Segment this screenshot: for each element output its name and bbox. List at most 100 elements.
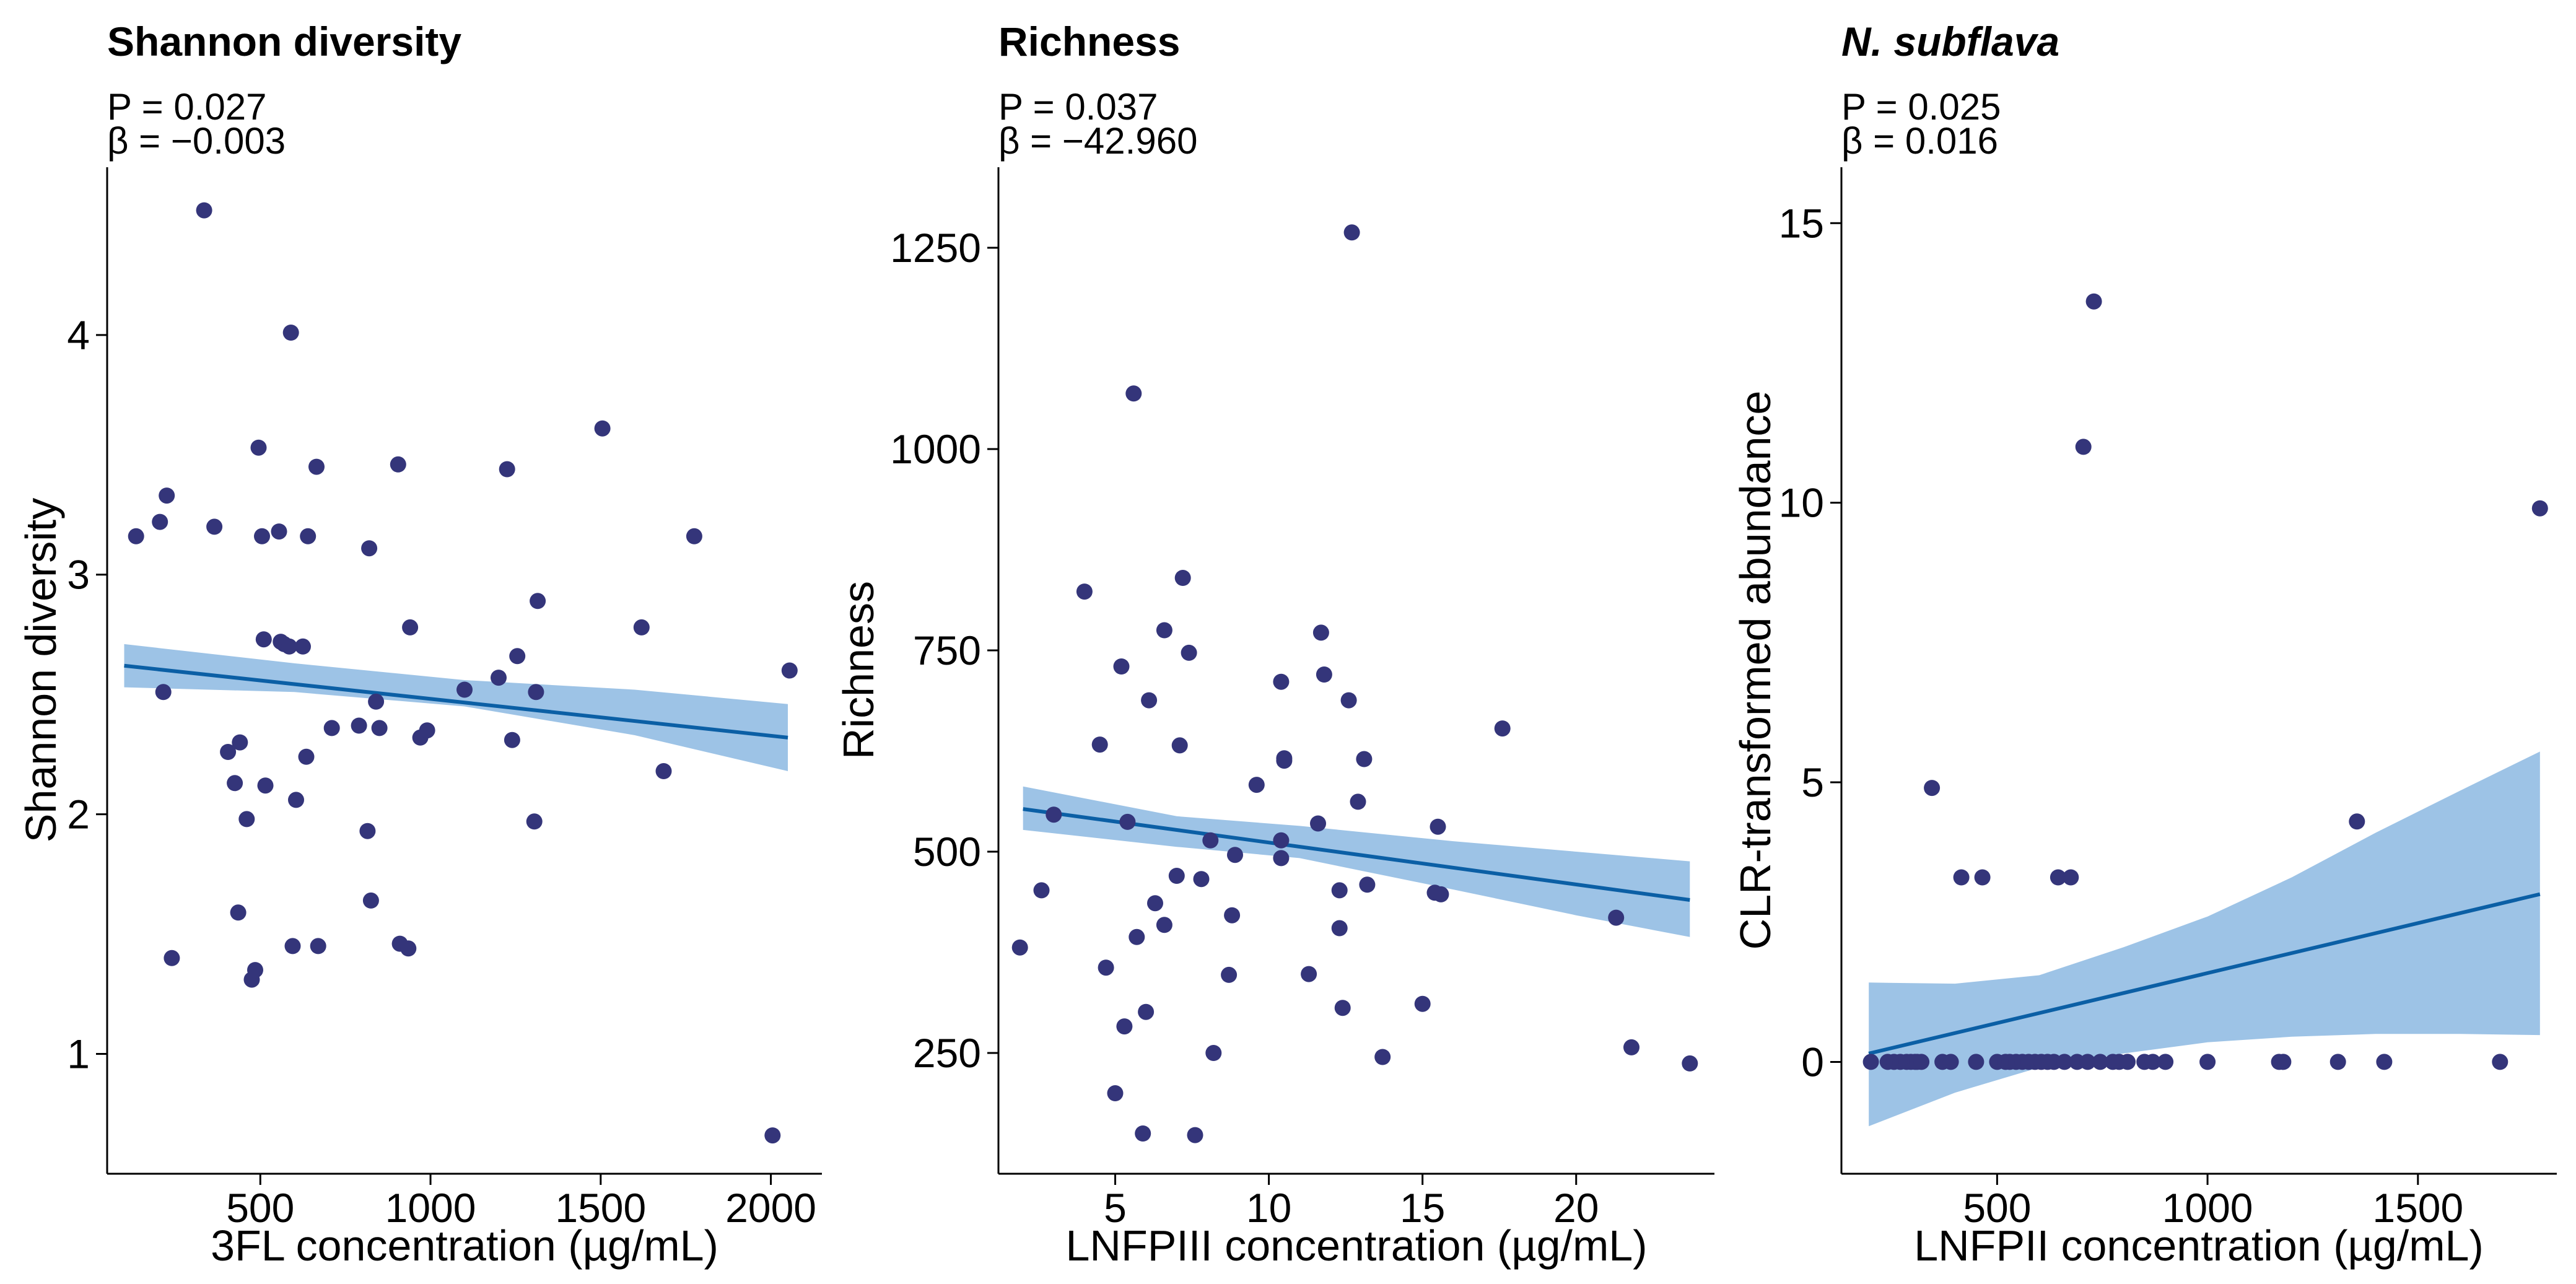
data-point bbox=[781, 662, 798, 679]
p-value-label: P = 0.037 bbox=[998, 86, 1158, 128]
data-point bbox=[362, 892, 379, 909]
data-point bbox=[2492, 1054, 2508, 1070]
data-point bbox=[284, 938, 301, 954]
data-point bbox=[1248, 777, 1265, 793]
data-point bbox=[2120, 1054, 2136, 1070]
data-point bbox=[1116, 1018, 1133, 1035]
confidence-band bbox=[1869, 751, 2540, 1127]
data-point bbox=[1862, 1054, 1879, 1070]
data-point bbox=[1171, 737, 1188, 754]
data-point bbox=[526, 813, 543, 830]
data-point bbox=[1974, 869, 1991, 886]
data-point bbox=[1107, 1085, 1124, 1101]
data-point bbox=[1356, 751, 1373, 767]
data-point bbox=[1924, 780, 1941, 797]
data-point bbox=[220, 744, 237, 760]
data-point bbox=[1046, 806, 1062, 823]
data-point bbox=[288, 792, 304, 808]
x-tick-label: 5 bbox=[1104, 1185, 1127, 1231]
data-point bbox=[499, 461, 515, 478]
data-point bbox=[400, 940, 417, 957]
y-tick-label: 2 bbox=[67, 792, 90, 837]
data-point bbox=[271, 523, 287, 540]
confidence-band bbox=[1023, 786, 1690, 937]
data-point bbox=[1181, 644, 1197, 661]
data-point bbox=[1276, 753, 1293, 769]
data-point bbox=[238, 811, 255, 828]
data-point bbox=[1331, 920, 1348, 937]
regression-line bbox=[124, 663, 788, 740]
data-point bbox=[1224, 907, 1241, 924]
x-tick-label: 1000 bbox=[2162, 1185, 2253, 1231]
data-point bbox=[152, 513, 168, 530]
y-tick-label: 1 bbox=[67, 1031, 90, 1077]
data-point bbox=[155, 684, 172, 701]
panel-title: N. subflava bbox=[1841, 19, 2059, 64]
data-point bbox=[164, 950, 180, 966]
data-point bbox=[230, 904, 247, 921]
panel-richness: Richness P = 0.037 β = −42.960 5 10 15 20 2… bbox=[834, 19, 1714, 1270]
data-point bbox=[310, 938, 326, 954]
x-tick-label: 500 bbox=[226, 1185, 294, 1231]
x-tick-label: 1500 bbox=[2372, 1185, 2463, 1231]
data-point bbox=[1334, 1000, 1351, 1016]
data-point bbox=[2329, 1054, 2346, 1070]
data-point bbox=[1205, 1045, 1222, 1061]
data-point bbox=[1312, 624, 1329, 641]
y-tick-label: 0 bbox=[1801, 1039, 1824, 1085]
data-point bbox=[1494, 720, 1511, 737]
y-tick-label: 1250 bbox=[890, 225, 981, 271]
y-tick-label: 1000 bbox=[890, 426, 981, 472]
data-point bbox=[1608, 909, 1625, 926]
data-point bbox=[2275, 1054, 2292, 1070]
p-value-label: P = 0.025 bbox=[1841, 86, 2001, 128]
data-point bbox=[247, 962, 263, 979]
data-point bbox=[419, 722, 435, 739]
beta-label: β = −0.003 bbox=[107, 120, 286, 162]
data-point bbox=[504, 732, 520, 748]
data-point bbox=[2376, 1054, 2393, 1070]
data-point bbox=[1221, 966, 1238, 983]
data-point bbox=[361, 540, 378, 557]
regression-line bbox=[1868, 892, 2541, 1055]
data-points bbox=[128, 202, 798, 1144]
data-point bbox=[655, 763, 672, 779]
data-points bbox=[1862, 293, 2548, 1070]
data-point bbox=[1968, 1054, 1984, 1070]
y-axis-label: Shannon diversity bbox=[17, 498, 65, 842]
data-point bbox=[1156, 917, 1172, 933]
data-point bbox=[509, 648, 526, 665]
x-tick-label: 1000 bbox=[385, 1185, 476, 1231]
data-point bbox=[1138, 1003, 1155, 1020]
data-point bbox=[1414, 995, 1431, 1012]
data-point bbox=[594, 420, 611, 437]
y-axis-label: Richness bbox=[834, 581, 883, 759]
data-point bbox=[1011, 939, 1028, 956]
data-point bbox=[528, 684, 544, 701]
y-tick-label: 750 bbox=[913, 627, 981, 673]
y-tick-label: 500 bbox=[913, 829, 981, 875]
data-point bbox=[1129, 928, 1145, 945]
x-axis-label: LNFPII concentration (µg/mL) bbox=[1914, 1221, 2484, 1270]
confidence-band bbox=[124, 644, 788, 771]
data-point bbox=[232, 734, 248, 751]
data-point bbox=[1193, 871, 1210, 888]
data-point bbox=[1273, 673, 1290, 690]
panel-title: Richness bbox=[998, 19, 1180, 64]
data-point bbox=[2349, 813, 2365, 830]
data-point bbox=[1202, 832, 1219, 849]
data-point bbox=[196, 202, 212, 219]
data-point bbox=[1227, 847, 1243, 863]
data-point bbox=[2056, 1054, 2073, 1070]
panel-title: Shannon diversity bbox=[107, 19, 461, 64]
x-tick-label: 15 bbox=[1400, 1185, 1445, 1231]
data-point bbox=[1076, 583, 1093, 600]
data-point bbox=[402, 619, 419, 635]
data-point bbox=[206, 518, 223, 535]
data-point bbox=[2050, 869, 2066, 886]
data-point bbox=[308, 458, 325, 475]
data-point bbox=[1273, 850, 1290, 867]
data-point bbox=[764, 1127, 781, 1144]
data-point bbox=[1340, 692, 1357, 709]
